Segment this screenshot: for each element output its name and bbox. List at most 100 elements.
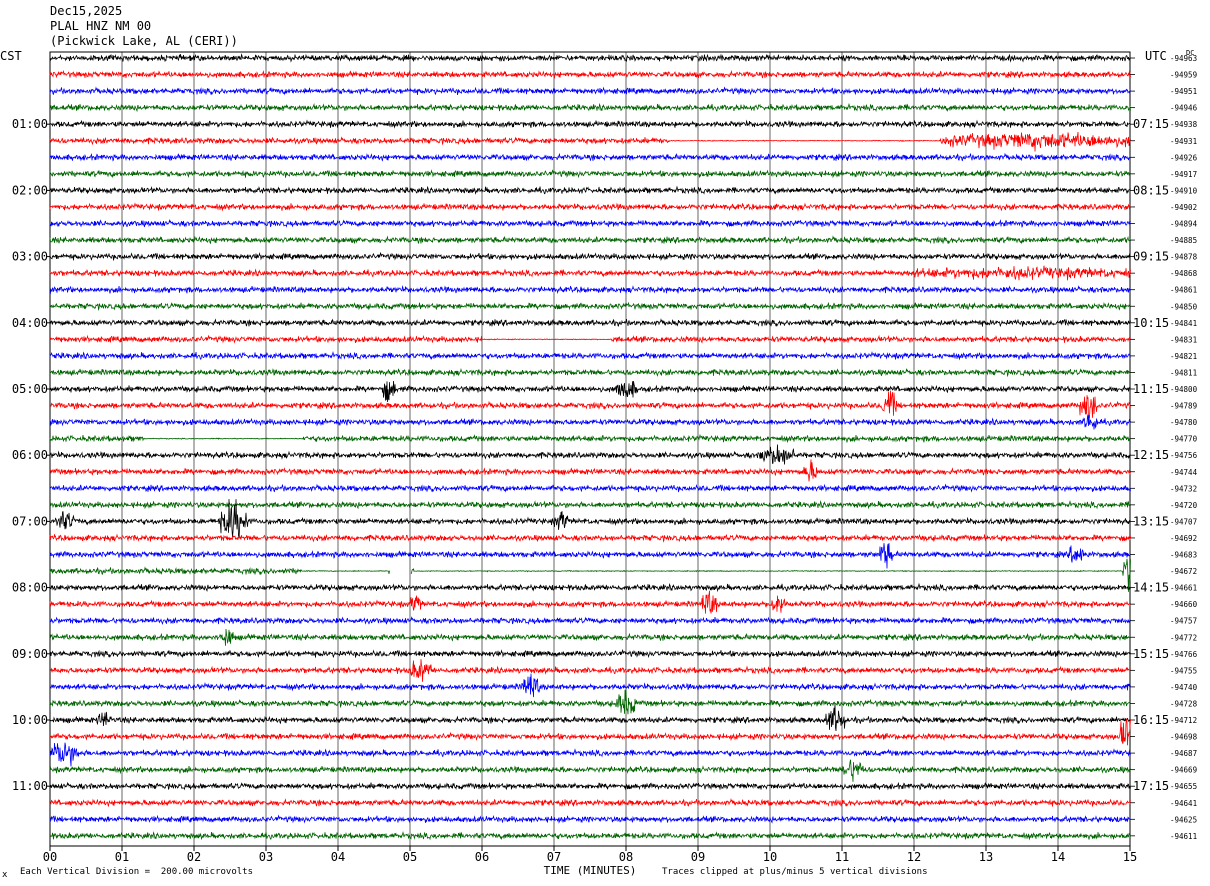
dc-offset-label: -94756 [1170, 451, 1198, 460]
dc-offset-label: -94850 [1170, 302, 1198, 311]
trace-row [49, 500, 1131, 510]
dc-offset-label: -94720 [1170, 501, 1198, 510]
x-tick-label: 04 [331, 850, 345, 864]
trace-row [49, 318, 1131, 328]
left-time-label: 10:00 [12, 713, 48, 727]
trace-row [49, 781, 1131, 791]
trace-row [49, 334, 1131, 344]
trace-row [49, 301, 1131, 312]
dc-offset-label: -94959 [1170, 71, 1197, 80]
x-tick-label: 12 [907, 850, 921, 864]
trace-row [49, 251, 1131, 262]
right-time-label: 10:15 [1133, 316, 1169, 330]
trace-row [49, 533, 1131, 543]
x-tick-label: 06 [475, 850, 489, 864]
x-tick-label: 07 [547, 850, 561, 864]
right-time-label: 15:15 [1133, 647, 1169, 661]
left-time-label: 05:00 [12, 382, 48, 396]
dc-offset-label: -94732 [1170, 484, 1197, 493]
station-location: (Pickwick Lake, AL (CERI)) [50, 34, 238, 48]
right-time-label: 16:15 [1133, 713, 1169, 727]
trace-row [49, 119, 1131, 129]
right-time-label: 17:15 [1133, 779, 1169, 793]
trace-row [49, 703, 1131, 732]
dc-offset-label: -94841 [1170, 319, 1197, 328]
trace-row [49, 86, 1131, 96]
dc-offset-label: -94757 [1170, 617, 1197, 626]
trace-row [49, 380, 1131, 403]
right-time-label: 13:15 [1133, 514, 1169, 528]
left-time-label: 02:00 [12, 183, 48, 197]
trace-row [49, 628, 1131, 646]
dc-offset-label: -94772 [1170, 633, 1197, 642]
dc-offset-label: -94744 [1170, 468, 1198, 477]
dc-offset-label: -94683 [1170, 551, 1197, 560]
dc-offset-label: -94951 [1170, 87, 1197, 96]
dc-offset-label: -94946 [1170, 104, 1198, 113]
dc-offset-label: -94669 [1170, 766, 1197, 775]
trace-row [49, 433, 1131, 444]
x-tick-label: 11 [835, 850, 849, 864]
dc-offset-label: -94926 [1170, 153, 1198, 162]
trace-row [49, 483, 1131, 493]
trace-row [49, 814, 1131, 824]
dc-offset-label: -94740 [1170, 683, 1198, 692]
x-tick-label: 05 [403, 850, 417, 864]
trace-row [49, 831, 1131, 841]
dc-label: DC [1186, 49, 1195, 57]
left-time-label: 07:00 [12, 514, 48, 528]
x-tick-label: 15 [1123, 850, 1137, 864]
dc-offset-label: -94712 [1170, 716, 1197, 725]
dc-offset-label: -94770 [1170, 435, 1198, 444]
left-timezone-label: CST [0, 49, 22, 63]
dc-offset-label: -94687 [1170, 749, 1197, 758]
dc-offset-label: -94789 [1170, 402, 1197, 411]
dc-offset-label: -94868 [1170, 269, 1198, 278]
trace-row [49, 718, 1131, 746]
dc-offset-label: -94707 [1170, 517, 1197, 526]
dc-offset-label: -94755 [1170, 666, 1197, 675]
trace-row [49, 459, 1131, 482]
x-tick-label: 13 [979, 850, 993, 864]
trace-row [49, 582, 1131, 593]
dc-offset-label: -94938 [1170, 120, 1198, 129]
trace-row [49, 444, 1131, 465]
left-time-label: 11:00 [12, 779, 48, 793]
trace-row [49, 351, 1131, 361]
left-time-label: 06:00 [12, 448, 48, 462]
x-tick-label: 00 [43, 850, 57, 864]
recording-date: Dec15,2025 [50, 4, 123, 18]
dc-offset-label: -94661 [1170, 584, 1197, 593]
dc-offset-label: -94861 [1170, 286, 1197, 295]
dc-offset-label: -94698 [1170, 733, 1198, 742]
dc-offset-label: -94811 [1170, 368, 1197, 377]
left-time-label: 03:00 [12, 250, 48, 264]
trace-row [49, 590, 1131, 614]
right-time-label: 08:15 [1133, 183, 1169, 197]
left-time-label: 09:00 [12, 647, 48, 661]
dc-offset-label: -94625 [1170, 815, 1197, 824]
plot-frame [49, 51, 1131, 847]
x-tick-label: 08 [619, 850, 633, 864]
x-axis-label: TIME (MINUTES) [544, 864, 637, 877]
trace-row [49, 169, 1131, 179]
station-name: PLAL HNZ NM 00 [50, 19, 152, 33]
trace-row [49, 185, 1131, 195]
left-time-label: 01:00 [12, 117, 48, 131]
dc-offset-label: -94655 [1170, 782, 1197, 791]
trace-row [49, 759, 1131, 782]
dc-offset-label: -94931 [1170, 137, 1197, 146]
trace-row [50, 659, 1131, 682]
trace-row [49, 742, 1131, 767]
x-tick-label: 10 [763, 850, 777, 864]
right-time-label: 14:15 [1133, 581, 1169, 595]
left-time-label: 08:00 [12, 581, 48, 595]
x-tick-label: 01 [115, 850, 129, 864]
dc-offset-label: -94878 [1170, 253, 1198, 262]
right-time-label: 11:15 [1133, 382, 1169, 396]
trace-row [49, 285, 1131, 295]
trace-row [49, 689, 1131, 715]
dc-offset-label: -94611 [1170, 832, 1197, 841]
dc-offset-label: -94692 [1170, 534, 1197, 543]
trace-row [49, 202, 1131, 212]
